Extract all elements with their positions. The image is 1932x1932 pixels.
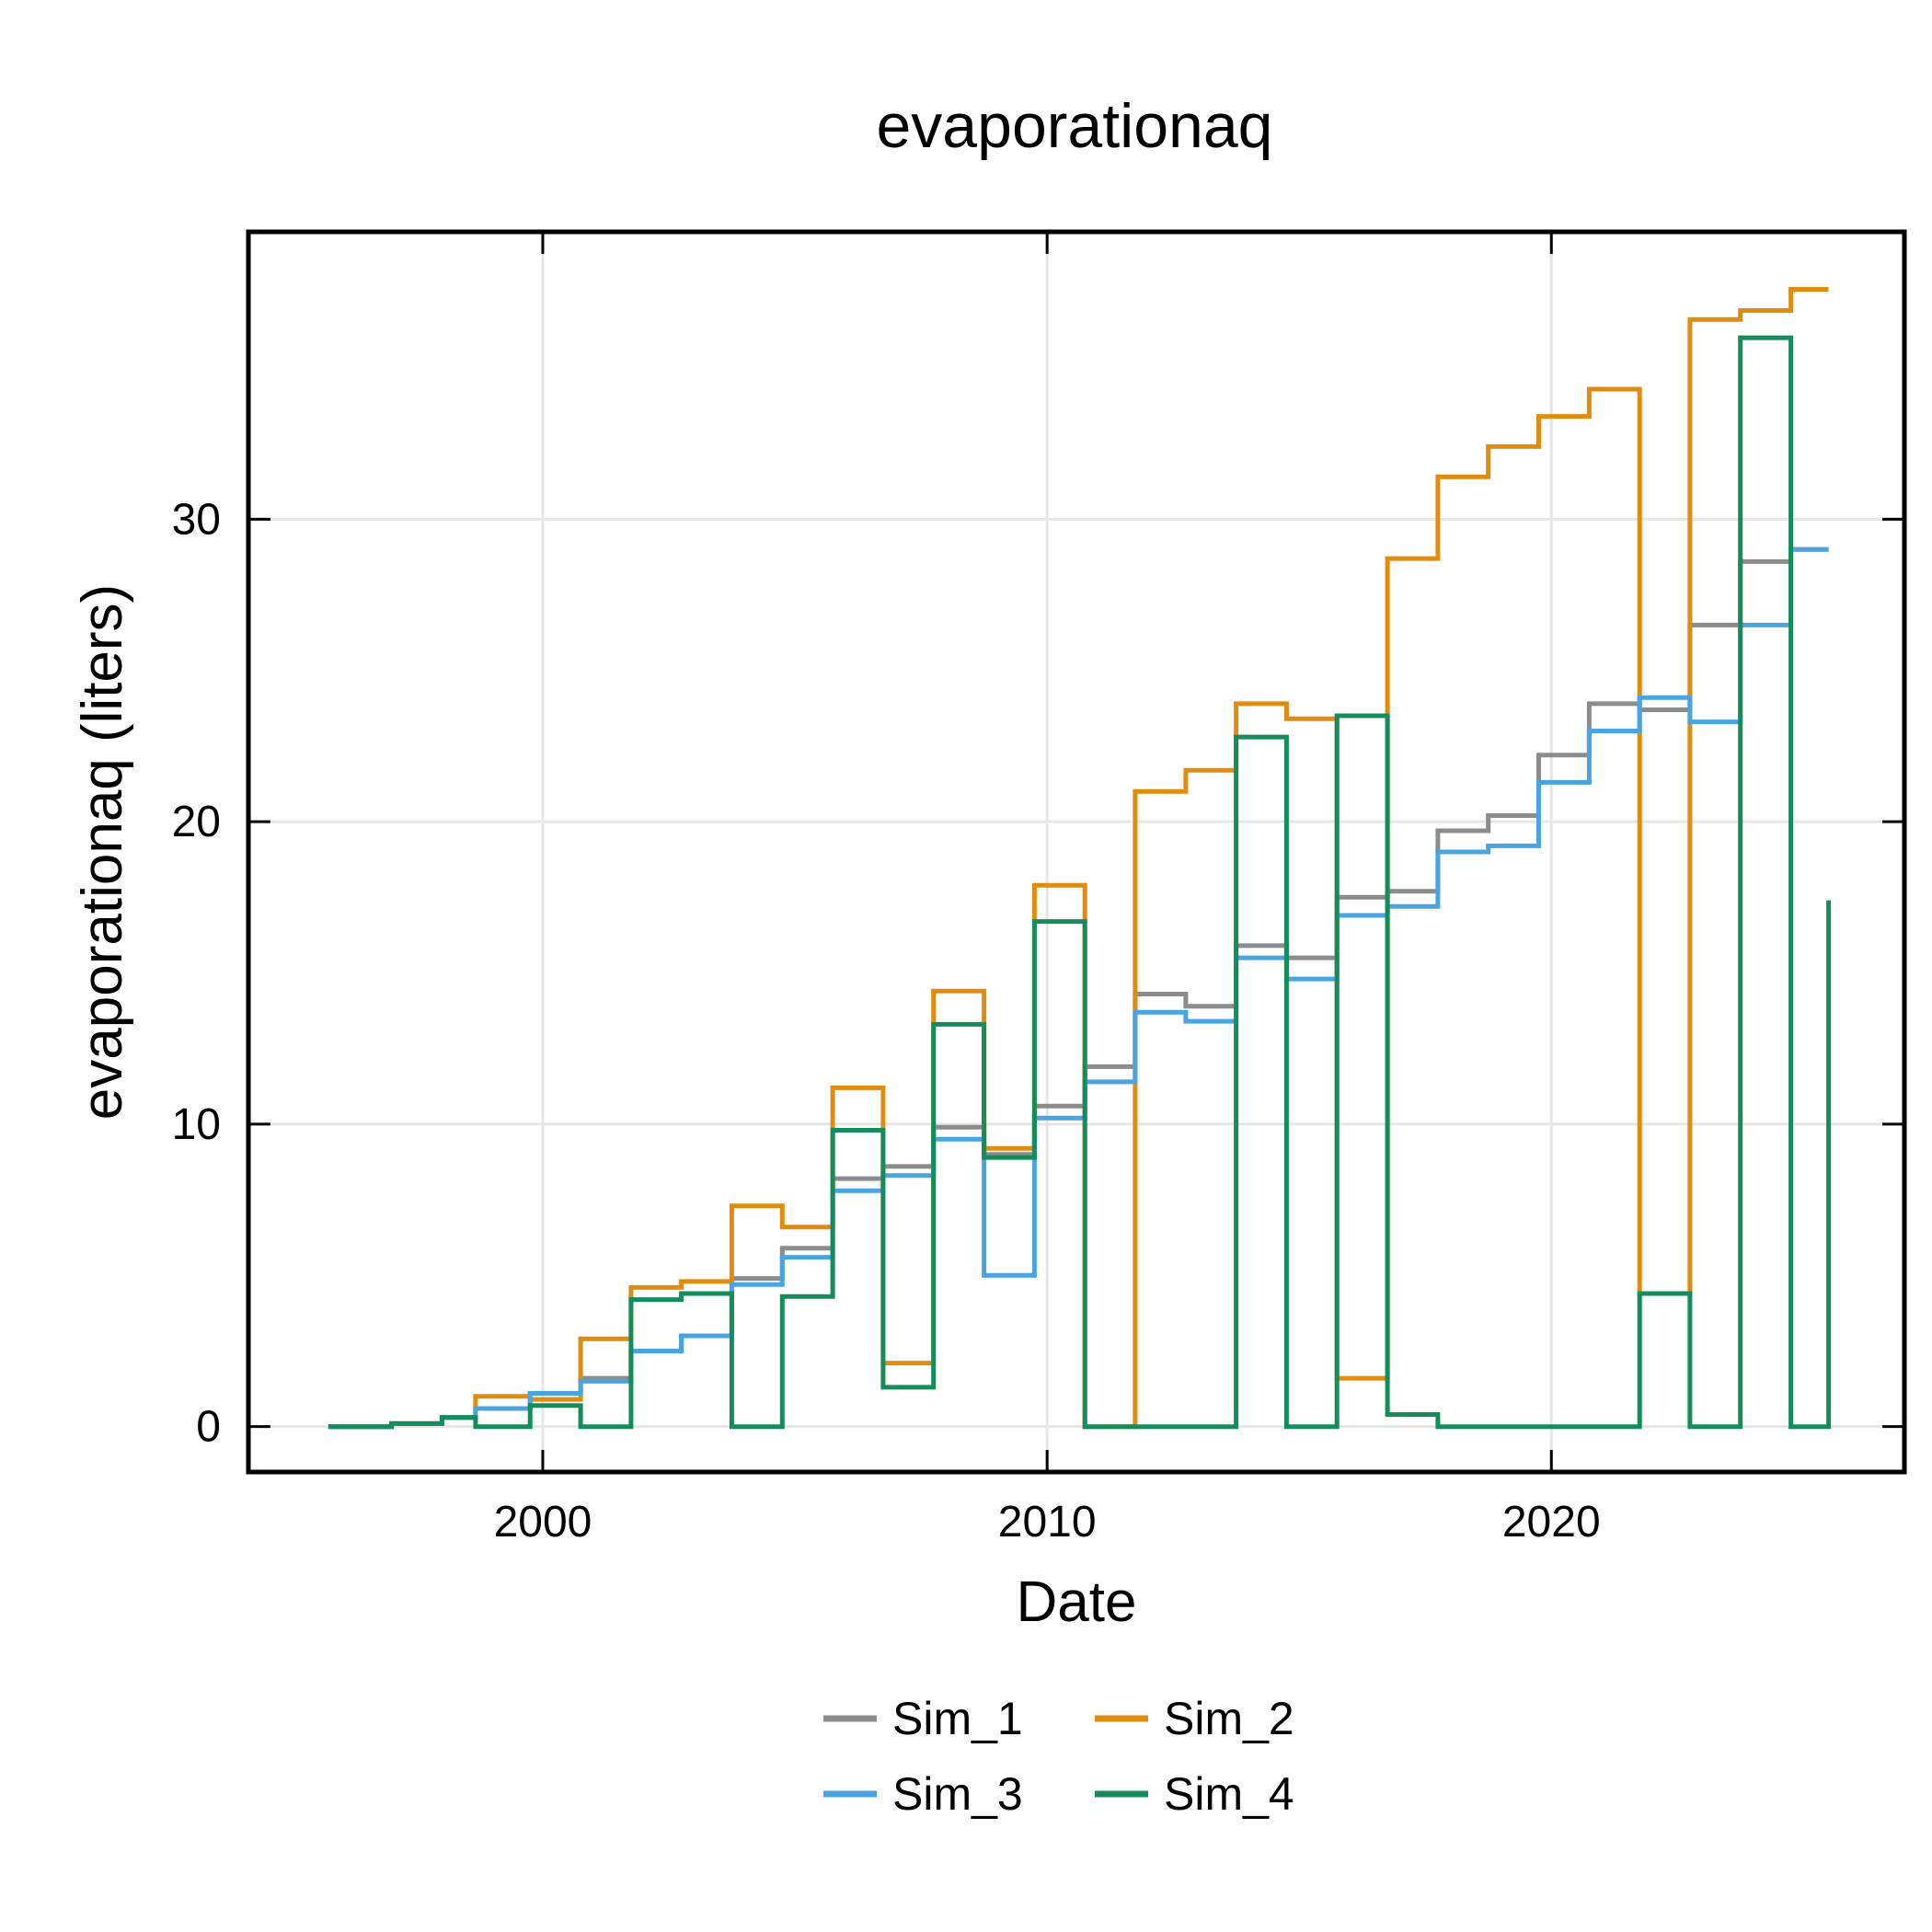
legend-label: Sim_4 (1164, 1768, 1294, 1820)
plot-frame (246, 229, 1907, 1475)
grid (248, 232, 1904, 1472)
series-line-sim-2 (328, 287, 1829, 1430)
y-axis-label: evaporationaq (liters) (71, 584, 134, 1120)
axis-ticks: 2000 2010 2020 0 10 20 30 (172, 232, 1904, 1547)
x-tick-label: 2020 (1502, 1498, 1601, 1547)
plot-lines (328, 287, 1832, 1430)
y-tick-label: 10 (172, 1100, 221, 1149)
chart-title: evaporationaq (876, 91, 1272, 161)
y-tick-label: 30 (172, 495, 221, 544)
legend-label: Sim_1 (892, 1693, 1023, 1744)
series-line-sim-1 (328, 546, 1829, 1430)
legend-label: Sim_3 (892, 1768, 1023, 1820)
x-tick-label: 2010 (998, 1498, 1097, 1547)
x-tick-label: 2000 (494, 1498, 592, 1547)
series-line-sim-4 (328, 335, 1832, 1430)
y-tick-label: 20 (172, 798, 221, 846)
legend-label: Sim_2 (1164, 1693, 1294, 1744)
y-tick-label: 0 (196, 1403, 221, 1452)
x-axis-label: Date (1017, 1570, 1137, 1634)
legend: Sim_1 Sim_2 Sim_3 Sim_4 (823, 1693, 1294, 1820)
series-line-sim-3 (328, 546, 1829, 1430)
